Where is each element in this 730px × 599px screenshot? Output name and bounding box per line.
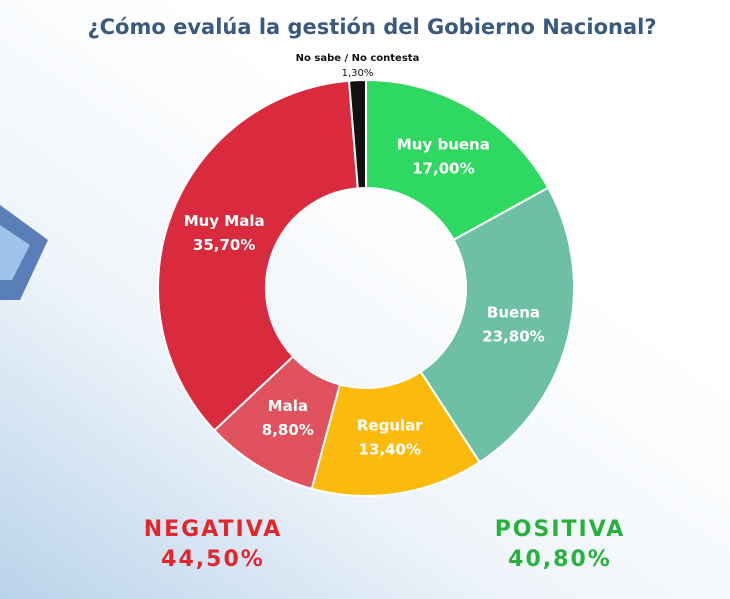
summary-label: POSITIVA — [495, 517, 626, 542]
slice — [419, 186, 575, 464]
value-label: 35,70% — [193, 236, 255, 254]
slice-label: Buena — [487, 303, 540, 321]
slice-label: Muy buena — [397, 136, 490, 154]
slice — [347, 78, 367, 190]
decoration — [0, 225, 30, 280]
slice — [157, 79, 359, 432]
donut: Muy buena 17,00% Buena 23,80% Regular 13,40% M… — [157, 53, 575, 497]
slice — [365, 78, 550, 242]
summary-value: 44,50% — [161, 547, 265, 572]
value-label: 17,00% — [412, 160, 474, 178]
summary-label: NEGATIVA — [144, 517, 283, 542]
slice-label: Muy Mala — [184, 212, 265, 230]
summary-value: 40,80% — [508, 547, 612, 572]
chart-title: ¿Cómo evalúa la gestión del Gobierno Nac… — [87, 15, 656, 39]
slice-label: Mala — [268, 397, 308, 415]
slice-label: Regular — [357, 417, 423, 435]
value-label: 13,40% — [359, 441, 421, 459]
value-label: 8,80% — [262, 421, 314, 439]
value-label: 23,80% — [482, 327, 544, 345]
value-label: 1,30% — [342, 68, 374, 79]
slice-label: No sabe / No contesta — [296, 53, 420, 64]
